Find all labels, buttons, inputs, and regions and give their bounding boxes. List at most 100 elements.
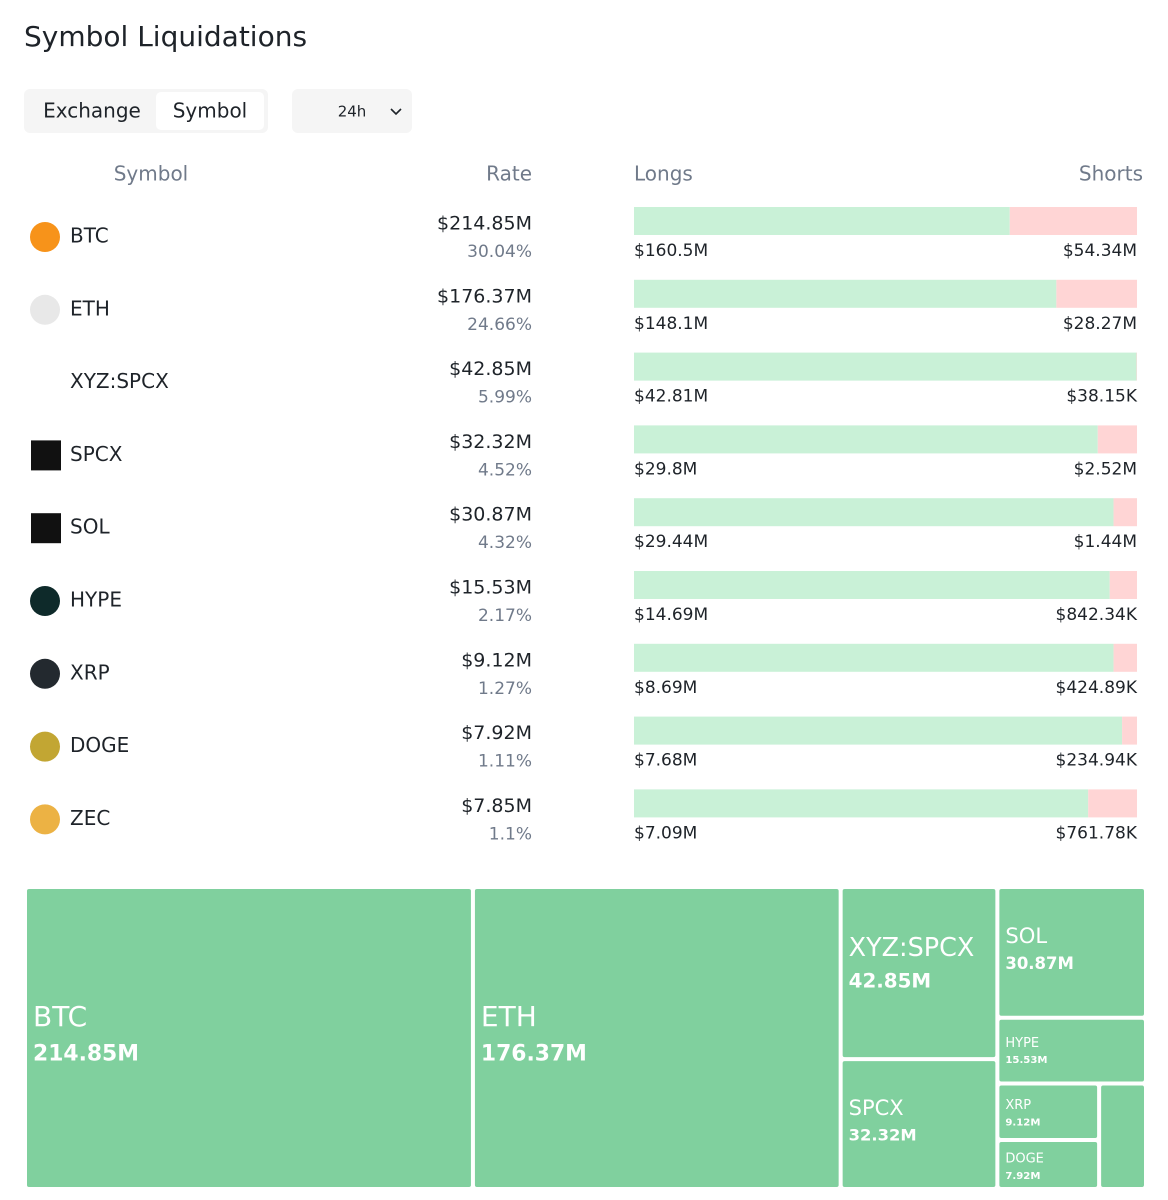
shorts-label: $2.52M <box>1074 459 1137 479</box>
symbol-name: BTC <box>70 224 109 248</box>
total-amount: $214.85M <box>437 213 532 235</box>
total-amount: $9.12M <box>461 649 532 671</box>
treemap-cell <box>999 889 1144 1016</box>
longs-bar <box>634 352 1137 381</box>
treemap-value: 30.87M <box>1005 954 1073 973</box>
treemap-cell <box>999 1141 1098 1187</box>
rate: 1.11% <box>478 752 532 772</box>
symbol-name: ETH <box>70 296 110 320</box>
shorts-bar <box>1113 498 1137 527</box>
shorts-label: $28.27M <box>1063 314 1137 334</box>
treemap-value: 176.37M <box>481 1041 587 1066</box>
shorts-bar <box>1097 425 1137 454</box>
shorts-label: $761.78K <box>1056 823 1138 843</box>
treemap-name: DOGE <box>1005 1152 1044 1167</box>
treemap-cell <box>842 889 996 1058</box>
longs-label: $42.81M <box>634 387 708 407</box>
total-amount: $15.53M <box>449 577 532 599</box>
rate: 4.52% <box>478 460 532 480</box>
treemap-value: 214.85M <box>33 1041 139 1066</box>
shorts-label: $54.34M <box>1063 241 1137 261</box>
treemap-name: ETH <box>481 1000 537 1033</box>
symbol-icon <box>31 440 61 471</box>
treemap-name: XRP <box>1005 1098 1031 1113</box>
symbol-icon <box>30 294 60 325</box>
symbol-icon <box>30 586 60 616</box>
longs-label: $8.69M <box>634 678 697 698</box>
treemap-value: 9.12M <box>1005 1117 1040 1128</box>
total-amount: $176.37M <box>437 285 532 307</box>
total-amount: $7.92M <box>461 722 532 744</box>
page-title: Symbol Liquidations <box>24 20 307 53</box>
treemap-cell <box>999 1019 1144 1082</box>
chevron-icon <box>390 108 402 116</box>
shorts-bar <box>1056 279 1137 308</box>
symbol-icon <box>30 804 60 835</box>
symbol-name: DOGE <box>70 733 129 757</box>
longs-label: $29.44M <box>634 532 708 552</box>
symbol-name: SOL <box>70 515 110 539</box>
tab-active-bg <box>156 92 264 130</box>
longs-bar <box>634 789 1089 818</box>
column-header: Shorts <box>1079 162 1143 186</box>
rate: 30.04% <box>467 242 532 262</box>
rate: 4.32% <box>478 533 532 553</box>
treemap-value: 42.85M <box>849 970 932 993</box>
treemap-name: HYPE <box>1005 1036 1039 1051</box>
treemap-cell <box>474 889 839 1187</box>
shorts-bar <box>1113 643 1137 672</box>
rate: 1.1% <box>489 824 532 844</box>
treemap-value: 7.92M <box>1005 1171 1040 1182</box>
longs-bar <box>634 279 1057 308</box>
treemap-cell <box>842 1061 996 1187</box>
treemap-name: SPCX <box>849 1096 904 1120</box>
treemap-name: BTC <box>33 1000 87 1033</box>
period-value: 24h <box>338 103 367 121</box>
treemap-cell <box>1101 1085 1144 1187</box>
symbol-icon <box>30 731 60 762</box>
shorts-label: $1.44M <box>1074 532 1137 552</box>
column-header: Symbol <box>114 162 189 186</box>
rate: 2.17% <box>478 606 532 626</box>
symbol-name: XYZ:SPCX <box>70 369 169 393</box>
total-amount: $32.32M <box>449 431 532 453</box>
symbol-name: ZEC <box>70 806 110 830</box>
period-dropdown[interactable] <box>292 89 412 133</box>
total-amount: $42.85M <box>449 358 532 380</box>
symbol-icon <box>30 222 60 252</box>
longs-bar <box>634 207 1010 235</box>
shorts-bar <box>1088 789 1137 818</box>
longs-label: $7.68M <box>634 751 697 771</box>
longs-label: $7.09M <box>634 823 697 843</box>
longs-label: $14.69M <box>634 605 708 625</box>
longs-label: $148.1M <box>634 314 708 334</box>
rate: 24.66% <box>467 315 532 335</box>
shorts-label: $38.15K <box>1066 387 1137 407</box>
treemap-name: XYZ:SPCX <box>849 933 975 963</box>
symbol-name: SPCX <box>70 442 123 466</box>
tab[interactable]: Symbol <box>173 99 248 123</box>
shorts-label: $842.34K <box>1056 605 1138 625</box>
longs-bar <box>634 643 1114 672</box>
symbol-name: HYPE <box>70 588 122 612</box>
longs-bar <box>634 571 1110 599</box>
total-amount: $30.87M <box>449 504 532 526</box>
total-amount: $7.85M <box>461 795 532 817</box>
tab[interactable]: Exchange <box>43 99 141 123</box>
longs-label: $29.8M <box>634 459 697 479</box>
longs-bar <box>634 498 1114 527</box>
symbol-icon <box>31 513 61 544</box>
shorts-label: $424.89K <box>1056 678 1138 698</box>
treemap-value: 32.32M <box>849 1126 917 1145</box>
rate: 1.27% <box>478 679 532 699</box>
treemap-cell <box>27 889 471 1187</box>
symbol-icon <box>30 658 60 689</box>
column-header: Rate <box>486 162 532 186</box>
treemap-value: 15.53M <box>1005 1055 1047 1066</box>
longs-label: $160.5M <box>634 241 708 261</box>
shorts-bar <box>1109 571 1137 599</box>
rate: 5.99% <box>478 388 532 408</box>
symbol-name: XRP <box>70 660 110 684</box>
